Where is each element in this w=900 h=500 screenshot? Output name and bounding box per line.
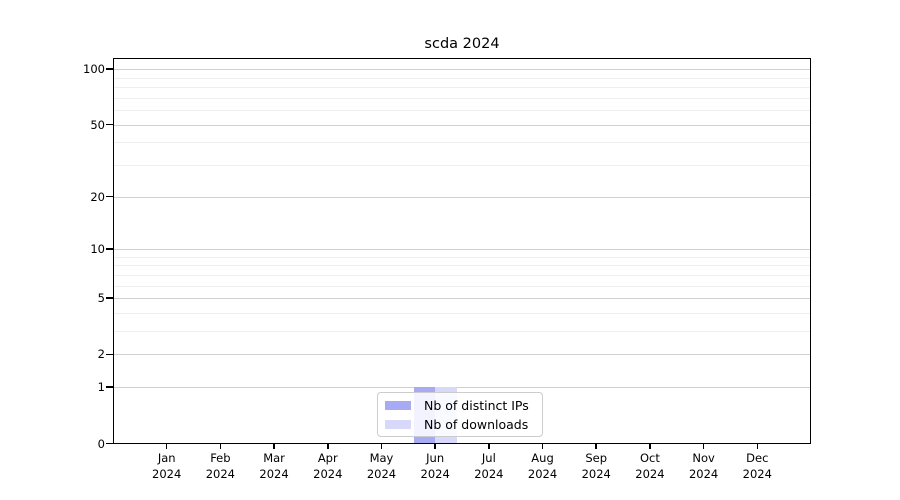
x-tick-label: Nov 2024	[672, 451, 736, 482]
x-tick-label: Sep 2024	[564, 451, 628, 482]
x-tick-month: Oct	[639, 451, 660, 465]
minor-gridline	[113, 312, 811, 314]
major-gridline	[113, 298, 811, 300]
plot-area	[113, 58, 811, 444]
minor-gridline	[113, 285, 811, 287]
x-tick-month: May	[369, 451, 394, 465]
legend-item: Nb of downloads	[385, 417, 542, 432]
y-tick-mark	[106, 442, 113, 445]
legend-label: Nb of distinct IPs	[424, 397, 529, 413]
major-gridline	[113, 387, 811, 389]
y-tick-mark	[106, 195, 113, 198]
minor-gridline	[113, 87, 811, 89]
x-tick-month: Apr	[317, 451, 338, 465]
y-tick-label: 10	[90, 242, 105, 257]
x-tick-mark	[595, 443, 598, 449]
minor-gridline	[113, 77, 811, 79]
y-tick-label: 2	[97, 347, 105, 362]
y-tick-label: 1	[97, 380, 105, 395]
x-tick-mark	[434, 443, 436, 449]
legend: Nb of distinct IPs Nb of downloads	[377, 392, 543, 437]
y-tick-label: 0	[97, 436, 105, 451]
major-gridline	[113, 69, 811, 71]
legend-swatch	[385, 419, 411, 429]
minor-gridline	[113, 110, 811, 112]
legend-label: Nb of downloads	[424, 416, 529, 432]
minor-gridline	[113, 142, 811, 144]
minor-gridline	[113, 256, 811, 258]
axes-spines	[113, 58, 811, 444]
legend-item: Nb of distinct IPs	[385, 398, 542, 413]
x-tick-month: Jul	[481, 451, 496, 465]
x-tick-label: Feb 2024	[188, 451, 252, 482]
x-tick-label: Mar 2024	[242, 451, 306, 482]
x-tick-month: Feb	[210, 451, 231, 465]
x-tick-mark	[756, 443, 759, 449]
x-tick-mark	[273, 443, 275, 449]
x-tick-month: Sep	[585, 451, 608, 465]
x-tick-label: Aug 2024	[511, 451, 575, 482]
x-tick-year: 2024	[527, 466, 558, 481]
minor-gridline	[113, 274, 811, 276]
y-tick-mark	[106, 123, 113, 126]
x-tick-mark	[649, 443, 651, 449]
x-tick-year: 2024	[474, 466, 504, 481]
x-tick-mark	[702, 443, 705, 449]
major-gridline	[113, 196, 811, 198]
x-tick-year: 2024	[259, 466, 289, 481]
x-tick-mark	[165, 443, 168, 449]
x-tick-label: Jul 2024	[457, 451, 521, 482]
y-tick-label: 50	[90, 117, 105, 132]
y-tick-label: 100	[83, 62, 105, 77]
x-tick-year: 2024	[688, 466, 719, 481]
x-tick-label: Jan 2024	[135, 451, 199, 482]
x-tick-mark	[541, 443, 544, 449]
major-gridline	[113, 124, 811, 126]
x-tick-label: Jun 2024	[403, 451, 467, 482]
x-tick-year: 2024	[635, 466, 665, 481]
x-tick-month: Jan	[157, 451, 176, 465]
x-tick-mark	[219, 443, 222, 449]
x-tick-year: 2024	[205, 466, 236, 481]
minor-gridline	[113, 331, 811, 333]
x-tick-year: 2024	[152, 466, 182, 481]
minor-gridline	[113, 165, 811, 166]
x-tick-month: Jun	[426, 451, 445, 465]
x-tick-label: Apr 2024	[296, 451, 360, 482]
y-tick-mark	[106, 248, 113, 250]
x-tick-year: 2024	[366, 466, 397, 481]
x-tick-month: Dec	[746, 451, 769, 465]
x-tick-label: May 2024	[349, 451, 413, 482]
x-tick-month: Aug	[531, 451, 554, 465]
y-tick-mark	[106, 297, 113, 299]
x-tick-mark	[380, 443, 383, 449]
y-tick-mark	[106, 68, 113, 71]
x-tick-year: 2024	[313, 466, 343, 481]
x-tick-label: Oct 2024	[618, 451, 682, 482]
x-tick-month: Nov	[692, 451, 715, 465]
y-tick-mark	[106, 353, 113, 356]
x-tick-year: 2024	[581, 466, 611, 481]
chart-title: scda 2024	[424, 36, 500, 52]
x-tick-label: Dec 2024	[725, 451, 789, 482]
y-tick-label: 5	[97, 291, 105, 306]
major-gridline	[113, 249, 811, 251]
x-tick-month: Mar	[263, 451, 285, 465]
legend-swatch	[385, 400, 411, 410]
x-tick-year: 2024	[420, 466, 450, 481]
minor-gridline	[113, 97, 811, 99]
y-tick-label: 20	[90, 189, 105, 204]
y-tick-mark	[106, 386, 113, 389]
major-gridline	[113, 354, 811, 356]
x-tick-mark	[488, 443, 490, 449]
x-tick-mark	[326, 443, 329, 449]
minor-gridline	[113, 265, 811, 267]
x-tick-year: 2024	[742, 466, 772, 481]
